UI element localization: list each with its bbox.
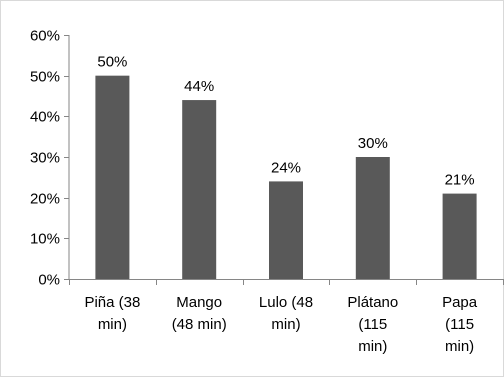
- category-label-line: Piña (38: [84, 294, 140, 311]
- data-label: 21%: [445, 172, 475, 189]
- bar: [95, 75, 130, 280]
- category-label-line: min): [445, 338, 474, 355]
- category-label-line: (48 min): [172, 316, 227, 333]
- category-label-line: min): [271, 316, 300, 333]
- y-tick-label: 30%: [30, 150, 60, 167]
- category-label-line: min): [98, 316, 127, 333]
- category-label-line: Mango: [176, 294, 222, 311]
- data-labels: 50% 44% 24% 30% 21%: [97, 54, 474, 189]
- bar: [269, 181, 303, 279]
- category-label: Mango (48 min): [172, 294, 227, 333]
- data-label: 50%: [97, 54, 127, 71]
- bar: [442, 193, 477, 279]
- category-label-line: Plátano: [347, 294, 398, 311]
- y-axis: 0% 10% 20% 30% 40% 50% 60%: [30, 28, 70, 289]
- x-axis: [69, 279, 504, 285]
- category-label-line: (115: [358, 316, 387, 333]
- category-label: Plátano (115 min): [347, 294, 398, 355]
- bars: [95, 75, 477, 280]
- y-tick-label: 50%: [30, 69, 60, 86]
- bar: [182, 100, 217, 279]
- y-tick-label: 20%: [30, 191, 60, 208]
- data-label: 44%: [184, 78, 214, 95]
- bar: [355, 157, 390, 279]
- category-labels: Piña (38 min)Mango (48 min)Lulo (48 min)Plá…: [84, 294, 477, 355]
- category-label: Papa (115 min): [442, 294, 478, 355]
- category-label-line: Papa: [442, 294, 478, 311]
- y-tick-label: 40%: [30, 109, 60, 126]
- category-label: Lulo (48 min): [259, 294, 313, 333]
- data-label: 24%: [271, 159, 301, 176]
- data-label: 30%: [358, 135, 388, 152]
- category-label-line: (115: [445, 316, 474, 333]
- category-label: Piña (38 min): [84, 294, 140, 333]
- category-label-line: min): [358, 338, 387, 355]
- y-tick-label: 10%: [30, 231, 60, 248]
- y-tick-label: 0%: [38, 272, 60, 289]
- category-label-line: Lulo (48: [259, 294, 313, 311]
- y-tick-label: 60%: [30, 28, 60, 45]
